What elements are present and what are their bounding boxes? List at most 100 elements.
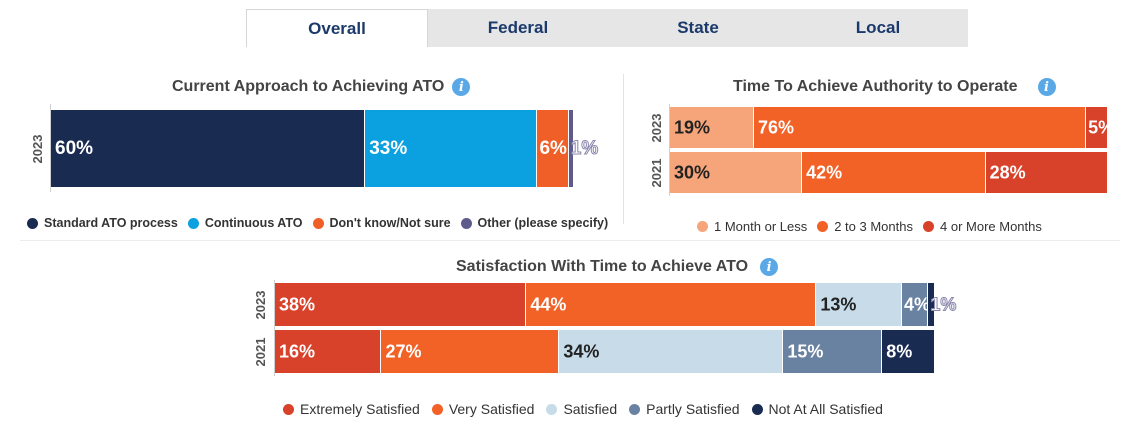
data-label: 1% [570,137,599,159]
legend: 1 Month or Less 2 to 3 Months 4 or More Mo… [697,219,1052,234]
data-label: 8% [886,341,913,361]
bar-segment[interactable]: 15% [782,330,882,373]
legend-item[interactable]: Other (please specify) [460,216,609,230]
legend-item[interactable]: 4 or More Months [923,219,1042,234]
legend-swatch [697,221,708,232]
data-label: 33% [369,137,408,159]
legend-item[interactable]: 2 to 3 Months [817,219,913,234]
chart-title-satisfaction: Satisfaction With Time to Achieve ATO i [456,258,779,276]
legend-label: 4 or More Months [940,219,1042,234]
panel-divider-horizontal [20,240,1120,241]
bar-segment[interactable]: 1% [567,110,599,187]
bar-row: 60% 33% 6% 1% [51,110,599,187]
legend-item[interactable]: Extremely Satisfied [283,401,420,417]
legend-swatch [187,217,199,229]
bar-segment[interactable]: 8% [881,330,934,373]
category-label: 2021 [253,337,268,366]
bar-segment[interactable]: 4% [901,283,931,326]
data-label: 5% [1088,117,1115,137]
legend-label: Not At All Satisfied [768,401,883,417]
legend-swatch [283,403,294,415]
bar-segment[interactable]: 30% [670,152,802,193]
data-label: 34% [563,341,600,361]
bar-segment[interactable]: 44% [525,283,816,326]
data-label: 28% [989,162,1026,182]
data-label: 6% [539,137,567,159]
legend-item[interactable]: Partly Satisfied [629,401,740,417]
data-label: 44% [530,294,567,314]
bar-row: 38% 44% 13% 4% 1% [275,283,957,326]
tab-overall[interactable]: Overall [246,9,428,47]
legend-item[interactable]: Not At All Satisfied [751,401,883,417]
data-label: 13% [820,294,857,314]
category-label: 2023 [649,113,664,142]
data-label: 15% [787,341,824,361]
legend-label: Extremely Satisfied [300,401,420,417]
legend-label: Very Satisfied [448,401,535,417]
legend: Standard ATO process Continuous ATO Don't … [27,216,618,230]
bar-segment[interactable]: 34% [558,330,783,373]
category-label: 2023 [30,134,45,163]
legend-item[interactable]: Don't know/Not sure [312,216,451,230]
bar-segment[interactable]: 27% [380,330,559,373]
bar-segment[interactable]: 42% [801,152,985,193]
legend-item[interactable]: Standard ATO process [27,216,178,230]
info-icon[interactable]: i [452,78,471,96]
legend-swatch [431,403,443,415]
chart-title-time-text: Time To Achieve Authority to Operate [733,78,1018,95]
tab-federal[interactable]: Federal [487,18,549,37]
legend: Extremely Satisfied Very Satisfied Satisfi… [283,401,895,417]
info-icon[interactable]: i [760,258,779,276]
bar-segment[interactable]: 76% [753,107,1086,148]
data-label: 76% [758,117,795,137]
bar-segment[interactable]: 1% [927,283,957,326]
data-label: 4% [904,294,931,314]
category-label: 2021 [649,158,664,187]
category-label: 2023 [253,290,268,319]
bar-segment[interactable]: 19% [670,107,754,148]
bar-segment[interactable]: 38% [275,283,526,326]
legend-swatch [629,403,641,415]
legend-label: Satisfied [563,401,618,417]
data-label: 19% [674,117,711,137]
data-label: 1% [930,294,957,315]
bar-segment[interactable]: 33% [364,110,537,187]
bar-segment[interactable]: 28% [984,152,1107,193]
axis-line [669,104,670,196]
data-label: 42% [806,162,843,182]
legend-label: Continuous ATO [204,216,303,230]
legend-label: Other (please specify) [477,216,609,230]
tab-local[interactable]: Local [855,18,901,37]
legend-label: 2 to 3 Months [834,219,913,234]
legend-swatch [923,221,934,232]
legend-item[interactable]: Continuous ATO [187,216,303,230]
bar-segment[interactable]: 16% [275,330,381,373]
bar-row: 16% 27% 34% 15% 8% [275,330,934,373]
legend-swatch [27,217,38,229]
bar-row: 30% 42% 28% [670,152,1107,193]
legend-label: Partly Satisfied [646,401,740,417]
legend-swatch [751,403,763,415]
chart-title-time: Time To Achieve Authority to Operate i [733,78,1056,96]
axis-line [274,280,275,376]
legend-swatch [460,217,472,229]
panel-divider-vertical [623,74,624,224]
bar-segment[interactable]: 60% [51,110,365,187]
bar-segment[interactable]: 13% [815,283,902,326]
legend-label: Standard ATO process [44,216,178,230]
legend-item[interactable]: Very Satisfied [431,401,535,417]
legend-label: 1 Month or Less [714,219,808,234]
data-label: 60% [55,137,94,159]
legend-swatch [546,403,558,415]
tab-state[interactable]: State [677,18,719,37]
data-label: 38% [279,294,316,314]
data-label: 27% [385,341,422,361]
legend-item[interactable]: 1 Month or Less [697,219,807,234]
info-icon[interactable]: i [1037,78,1056,96]
bar-row: 19% 76% 5% [670,107,1114,148]
bar-segment[interactable]: 5% [1085,107,1114,148]
legend-label: Don't know/Not sure [329,216,451,230]
legend-item[interactable]: Satisfied [546,401,617,417]
legend-swatch [312,217,324,229]
bar-segment[interactable]: 6% [536,110,568,187]
